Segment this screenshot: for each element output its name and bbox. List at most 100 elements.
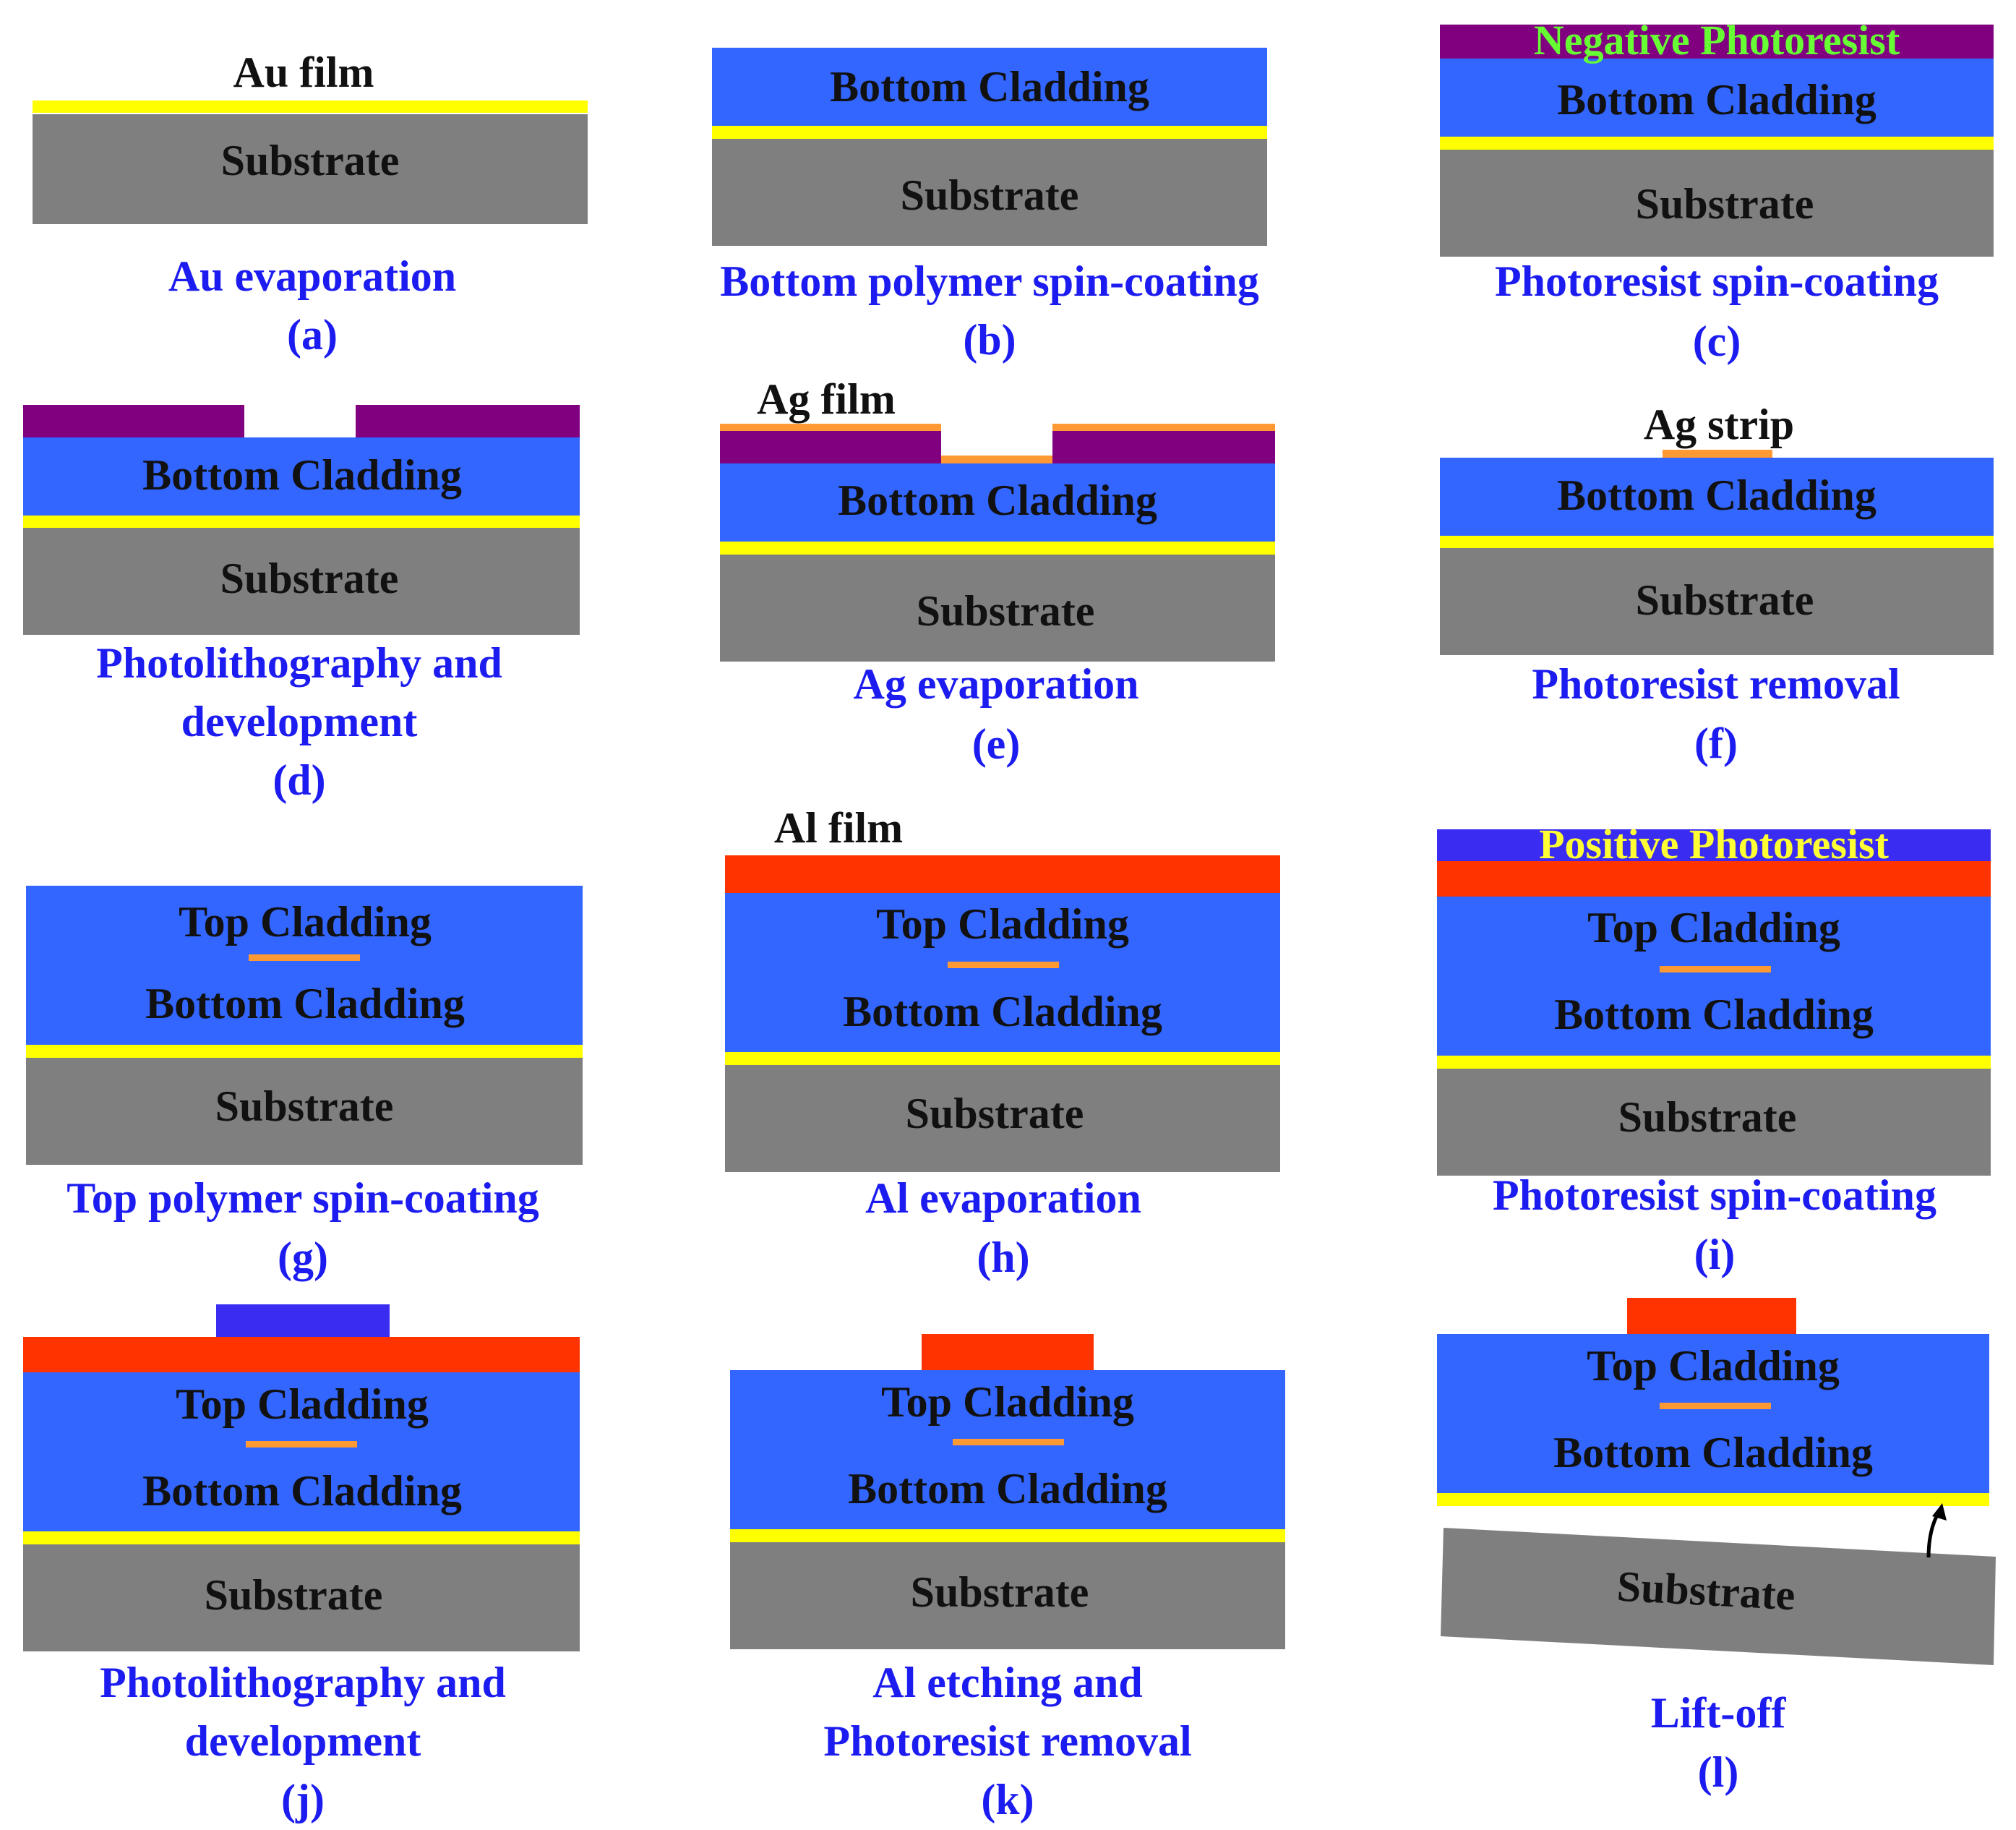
bottom-cladding-label: Bottom Cladding (1554, 991, 1874, 1038)
ag-strip (948, 962, 1059, 968)
caption-d-line2: development (181, 698, 418, 745)
tag-k: (k) (981, 1776, 1034, 1823)
substrate-layer (725, 1065, 1280, 1172)
cladding-stack (26, 886, 583, 1045)
arrow-head (1932, 1503, 1947, 1521)
substrate-label: Substrate (1618, 1093, 1797, 1141)
caption-k-line2: Photoresist removal (823, 1717, 1191, 1765)
substrate-layer (712, 139, 1267, 246)
step-k: Top Cladding Bottom Cladding Substrate A… (730, 1334, 1285, 1823)
substrate-layer (33, 114, 588, 224)
top-cladding-label: Top Cladding (1587, 1342, 1840, 1390)
top-cladding-label: Top Cladding (1587, 904, 1840, 952)
al-mask-pattern (1627, 1298, 1796, 1334)
step-b: Bottom Cladding Substrate Bottom polymer… (712, 48, 1267, 364)
bottom-cladding-layer (1440, 59, 1994, 137)
bottom-cladding-label: Bottom Cladding (142, 451, 462, 499)
caption-d-line1: Photolithography and (96, 639, 502, 687)
substrate-label: Substrate (215, 1082, 394, 1130)
cladding-stack (23, 1372, 580, 1531)
au-film-layer (720, 542, 1275, 555)
tag-b: (b) (963, 316, 1016, 364)
tag-g: (g) (278, 1233, 328, 1281)
substrate-layer (1440, 150, 1994, 257)
substrate-label: Substrate (221, 137, 400, 184)
cladding-stack (725, 893, 1280, 1052)
cladding-stack (1437, 1334, 1989, 1493)
photoresist-block-right (356, 405, 580, 437)
au-film-layer (730, 1529, 1285, 1542)
ag-strip (1660, 1403, 1771, 1409)
cladding-stack (1437, 897, 1991, 1056)
bottom-cladding-label: Bottom Cladding (843, 988, 1162, 1035)
negative-photoresist-layer (1440, 25, 1994, 59)
caption-c-line1: Photoresist spin-coating (1495, 257, 1939, 305)
step-d: Bottom Cladding Substrate Photolithograp… (23, 405, 580, 804)
caption-l-line1: Lift-off (1651, 1689, 1787, 1737)
au-film-layer (1440, 137, 1994, 150)
step-e: Ag film Bottom Cladding Substrate Ag eva… (720, 375, 1275, 768)
photoresist-block-left (23, 405, 244, 437)
photoresist-block-right (1052, 431, 1275, 463)
tag-l: (l) (1698, 1748, 1739, 1796)
au-film-layer (33, 101, 588, 113)
top-cladding-label: Top Cladding (176, 1380, 429, 1428)
caption-j-line1: Photolithography and (100, 1659, 506, 1706)
caption-a-line1: Au evaporation (168, 252, 456, 300)
substrate-layer (23, 1544, 580, 1651)
tag-h: (h) (977, 1233, 1029, 1281)
step-j: Top Cladding Bottom Cladding Substrate P… (23, 1304, 580, 1823)
curved-arrow-icon (1926, 1510, 1942, 1558)
al-film-layer (725, 855, 1280, 893)
bottom-cladding-label: Bottom Cladding (142, 1467, 462, 1515)
cladding-stack (730, 1370, 1285, 1529)
substrate-layer (1437, 1069, 1991, 1176)
tag-e: (e) (972, 720, 1021, 768)
au-film-layer (23, 1531, 580, 1544)
negative-photoresist-label: Negative Photoresist (1534, 17, 1900, 64)
bottom-cladding-label: Bottom Cladding (830, 63, 1149, 111)
bottom-cladding-label: Bottom Cladding (1553, 1429, 1873, 1476)
substrate-label: Substrate (901, 171, 1079, 219)
top-cladding-label: Top Cladding (881, 1378, 1134, 1426)
caption-e-line1: Ag evaporation (854, 660, 1139, 708)
caption-h-line1: Al evaporation (865, 1174, 1141, 1222)
au-film-layer (23, 516, 580, 528)
ag-film-label: Ag film (757, 375, 896, 423)
bottom-cladding-layer (1440, 458, 1994, 536)
step-g: Top Cladding Bottom Cladding Substrate T… (26, 886, 583, 1281)
step-h: Al film Top Cladding Bottom Cladding Sub… (725, 804, 1280, 1281)
ag-strip (246, 1441, 357, 1448)
al-film-layer (1437, 861, 1991, 897)
substrate-label: Substrate (1636, 180, 1814, 228)
tag-c: (c) (1693, 317, 1741, 365)
al-film-layer (23, 1337, 580, 1372)
caption-g-line1: Top polymer spin-coating (67, 1174, 539, 1222)
caption-j-line2: development (185, 1717, 421, 1765)
caption-f-line1: Photoresist removal (1532, 660, 1900, 708)
ag-strip (1660, 966, 1771, 972)
au-film-layer (1437, 1493, 1989, 1506)
substrate-label: Substrate (205, 1571, 383, 1619)
step-i: Positive Photoresist Top Cladding Bottom… (1437, 821, 1991, 1278)
bottom-cladding-label: Bottom Cladding (1557, 76, 1876, 124)
step-f: Ag strip Bottom Cladding Substrate Photo… (1440, 401, 1994, 767)
substrate-layer (1440, 548, 1994, 655)
ag-film-on-resist-left (720, 424, 941, 431)
caption-b-line1: Bottom polymer spin-coating (720, 257, 1259, 305)
positive-photoresist-label: Positive Photoresist (1539, 821, 1889, 868)
bottom-cladding-layer (23, 437, 580, 516)
ag-strip (953, 1439, 1064, 1445)
caption-k-line1: Al etching and (872, 1659, 1142, 1706)
au-film-layer (1437, 1056, 1991, 1069)
au-film-layer (712, 126, 1267, 139)
ag-film-on-resist-right (1052, 424, 1275, 431)
bottom-cladding-label: Bottom Cladding (1557, 471, 1876, 519)
al-mask-pattern (922, 1334, 1094, 1370)
ag-strip (1663, 450, 1772, 458)
bottom-cladding-label: Bottom Cladding (145, 980, 465, 1027)
au-film-layer (26, 1045, 583, 1058)
substrate-label: Substrate (917, 587, 1095, 635)
bottom-cladding-label: Bottom Cladding (848, 1465, 1167, 1513)
